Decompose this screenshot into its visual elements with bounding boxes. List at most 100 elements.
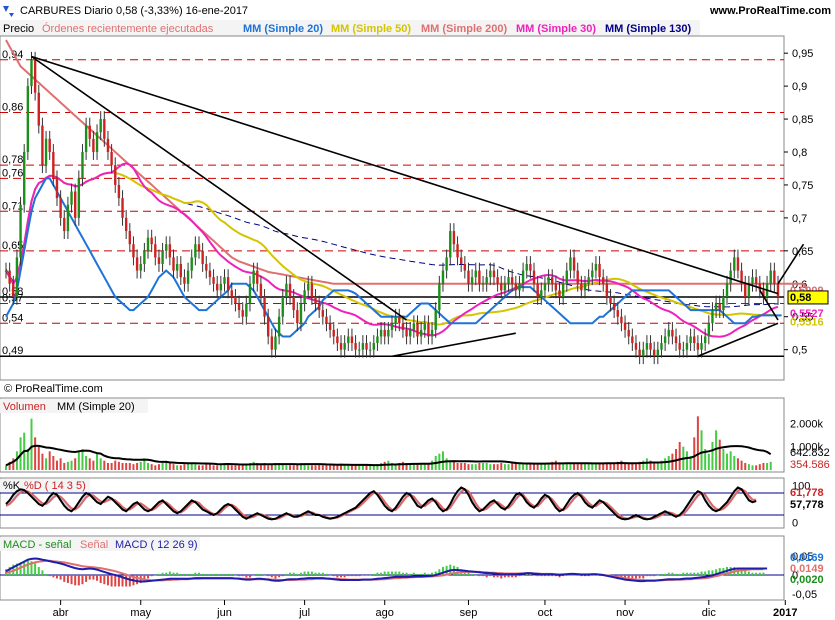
candle-body bbox=[124, 217, 128, 232]
volume-bar bbox=[431, 460, 434, 470]
stoch-value-label: 57,778 bbox=[790, 499, 824, 511]
volume-bar bbox=[150, 464, 153, 470]
volume-bar bbox=[350, 465, 353, 470]
price-left-label: 0,65 bbox=[2, 240, 23, 252]
legend-volume-mm: MM (Simple 20) bbox=[57, 401, 135, 413]
volume-bar bbox=[467, 464, 470, 470]
candle-body bbox=[365, 343, 368, 350]
candle-body bbox=[441, 270, 445, 284]
candle-body bbox=[328, 323, 332, 330]
macd-hist-bar bbox=[147, 575, 150, 579]
candle-body bbox=[92, 138, 95, 152]
price-tick-label: 0,85 bbox=[792, 114, 813, 126]
candle-body bbox=[292, 296, 295, 311]
candle-body bbox=[736, 257, 740, 271]
macd-hist-bar bbox=[270, 575, 273, 578]
candle-body bbox=[481, 283, 485, 285]
candle-body bbox=[201, 250, 204, 264]
candle-body bbox=[168, 244, 172, 258]
macd-hist-bar bbox=[70, 575, 73, 585]
candle-body bbox=[525, 264, 528, 271]
volume-bar bbox=[299, 463, 302, 470]
volume-bar bbox=[707, 453, 710, 470]
mm20-line bbox=[5, 177, 782, 338]
macd-hist-bar bbox=[88, 575, 91, 580]
copyright-text: © ProRealTime.com bbox=[4, 383, 103, 395]
header-bar bbox=[0, 0, 835, 20]
legend-orders: Órdenes recientemente ejecutadas bbox=[42, 22, 214, 35]
volume-bar bbox=[445, 458, 448, 470]
volume-bar bbox=[416, 464, 419, 470]
macd-hist-bar bbox=[576, 575, 579, 576]
macd-hist-bar bbox=[63, 575, 66, 582]
volume-bar bbox=[296, 464, 299, 470]
volume-bar bbox=[37, 446, 40, 470]
macd-hist-bar bbox=[678, 573, 681, 575]
macd-hist-bar bbox=[194, 572, 197, 575]
candle-body bbox=[503, 283, 507, 291]
macd-hist-bar bbox=[216, 573, 219, 575]
price-tick-label: 0,7 bbox=[792, 213, 807, 225]
macd-hist-bar bbox=[110, 575, 113, 587]
candle-body bbox=[266, 316, 270, 337]
candle-body bbox=[212, 277, 215, 284]
macd-hist-bar bbox=[329, 575, 332, 576]
volume-bar bbox=[634, 464, 637, 470]
x-tick-label: ago bbox=[376, 607, 394, 619]
volume-bar bbox=[230, 465, 233, 470]
x-tick-label: 2017 bbox=[773, 607, 797, 619]
candle-body bbox=[769, 270, 772, 284]
macd-hist-bar bbox=[299, 572, 302, 575]
macd-hist-bar bbox=[405, 572, 408, 575]
volume-bar bbox=[569, 464, 572, 470]
legend-mm130: MM (Simple 130) bbox=[605, 23, 692, 35]
price-left-label: 0,94 bbox=[2, 49, 23, 61]
macd-hist-bar bbox=[274, 575, 277, 579]
candle-body bbox=[15, 257, 19, 297]
candle-body bbox=[463, 264, 467, 271]
volume-bar bbox=[74, 458, 77, 470]
candle-body bbox=[161, 250, 164, 264]
candle-body bbox=[485, 277, 488, 284]
volume-bar bbox=[34, 437, 37, 470]
macd-hist-bar bbox=[536, 575, 539, 577]
candle-body bbox=[77, 178, 81, 218]
volume-bar bbox=[645, 458, 648, 470]
macd-hist-bar bbox=[241, 575, 244, 577]
macd-hist-bar bbox=[489, 575, 492, 577]
volume-bar bbox=[238, 465, 241, 470]
volume-bar bbox=[401, 461, 404, 470]
volume-bar bbox=[303, 464, 306, 470]
volume-bar bbox=[412, 463, 415, 470]
macd-hist-bar bbox=[696, 572, 699, 575]
candle-body bbox=[281, 296, 284, 317]
candle-body bbox=[427, 323, 430, 337]
candle-body bbox=[190, 257, 193, 271]
macd-line bbox=[5, 557, 768, 583]
price-tick-label: 0,9 bbox=[792, 81, 807, 93]
volume-bar bbox=[77, 451, 80, 470]
candle-body bbox=[106, 138, 110, 152]
candle-body bbox=[4, 270, 8, 272]
candle-body bbox=[689, 336, 692, 344]
candle-body bbox=[263, 296, 266, 317]
volume-bar bbox=[627, 463, 630, 470]
volume-bar bbox=[5, 465, 7, 470]
volume-bar bbox=[66, 461, 69, 470]
candle-body bbox=[321, 310, 325, 317]
candle-body bbox=[594, 264, 598, 271]
volume-bar bbox=[423, 464, 426, 470]
candle-body bbox=[99, 119, 102, 133]
volume-bar bbox=[722, 449, 725, 470]
volume-bar bbox=[45, 458, 48, 470]
macd-hist-bar bbox=[332, 575, 335, 577]
candle-body bbox=[132, 244, 135, 258]
candle-body bbox=[605, 283, 609, 297]
volume-bar bbox=[543, 463, 546, 470]
volume-bar bbox=[248, 463, 251, 470]
macd-hist-bar bbox=[26, 560, 29, 575]
volume-bar bbox=[409, 464, 412, 470]
trendline bbox=[31, 55, 779, 295]
candle-body bbox=[299, 303, 303, 324]
